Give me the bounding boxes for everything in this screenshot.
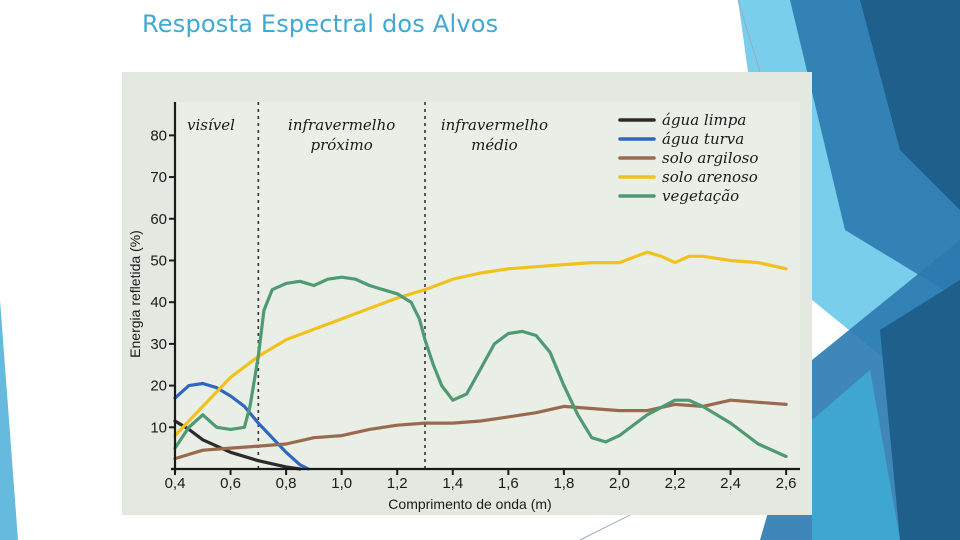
deco-line — [737, 0, 761, 73]
deco-panel-bottom-light — [812, 370, 900, 540]
deco-left-sliver — [0, 300, 18, 540]
region-label-2-1: médio — [471, 136, 518, 154]
x-axis-title: Comprimento de onda (m) — [388, 496, 551, 512]
y-tick-label-5: 60 — [150, 211, 167, 228]
region-label-2-0: infravermelho — [441, 116, 548, 134]
series-line-2 — [173, 398, 788, 461]
y-tick-label-2: 30 — [150, 336, 167, 353]
x-tick-label-3: 1,0 — [331, 475, 352, 492]
legend-label-2: solo argiloso — [662, 149, 758, 167]
x-tick-label-2: 0,8 — [276, 475, 297, 492]
x-tick-label-6: 1,6 — [498, 475, 519, 492]
region-layer: visível infravermelho próximo infravermelho… — [187, 102, 548, 469]
spectral-chart: visível infravermelho próximo infravermelho… — [122, 72, 812, 515]
x-tick-label-10: 2,4 — [720, 475, 741, 492]
chart-container: visível infravermelho próximo infravermelho… — [122, 72, 812, 515]
region-label-1-0: infravermelho — [288, 116, 395, 134]
y-axis-title: Energia refletida (%) — [127, 230, 143, 358]
axes-layer: 10 20 30 40 50 60 70 80 0,4 0,6 0,8 1,0 1,2 1,4 1,6 1,8… — [150, 102, 800, 492]
y-tick-label-6: 70 — [150, 169, 167, 186]
deco-panel-dark — [860, 0, 960, 210]
series-layer — [173, 250, 788, 471]
region-label-0-0: visível — [187, 116, 235, 134]
deco-bottom-line — [579, 509, 641, 540]
x-tick-label-9: 2,2 — [665, 475, 686, 492]
x-tick-label-11: 2,6 — [776, 475, 797, 492]
legend-label-1: água turva — [662, 130, 744, 148]
x-tick-label-1: 0,6 — [220, 475, 241, 492]
y-tick-label-3: 40 — [150, 294, 167, 311]
deco-panel-bottom-dark — [880, 280, 960, 540]
legend-label-3: solo arenoso — [662, 168, 758, 186]
series-line-1 — [173, 381, 310, 471]
legend-label-0: água limpa — [662, 111, 746, 129]
slide-title: Resposta Espectral dos Alvos — [142, 10, 499, 38]
x-tick-label-7: 1,8 — [553, 475, 574, 492]
y-tick-label-0: 10 — [150, 419, 167, 436]
y-tick-label-7: 80 — [150, 127, 167, 144]
legend-label-4: vegetação — [662, 187, 739, 205]
y-tick-label-1: 20 — [150, 378, 167, 395]
x-tick-label-5: 1,4 — [442, 475, 463, 492]
x-tick-label-0: 0,4 — [165, 475, 186, 492]
y-tick-label-4: 50 — [150, 252, 167, 269]
x-tick-label-8: 2,0 — [609, 475, 630, 492]
region-label-1-1: próximo — [311, 136, 373, 154]
x-tick-label-4: 1,2 — [387, 475, 408, 492]
series-line-4 — [173, 275, 788, 459]
series-line-3 — [173, 250, 788, 438]
